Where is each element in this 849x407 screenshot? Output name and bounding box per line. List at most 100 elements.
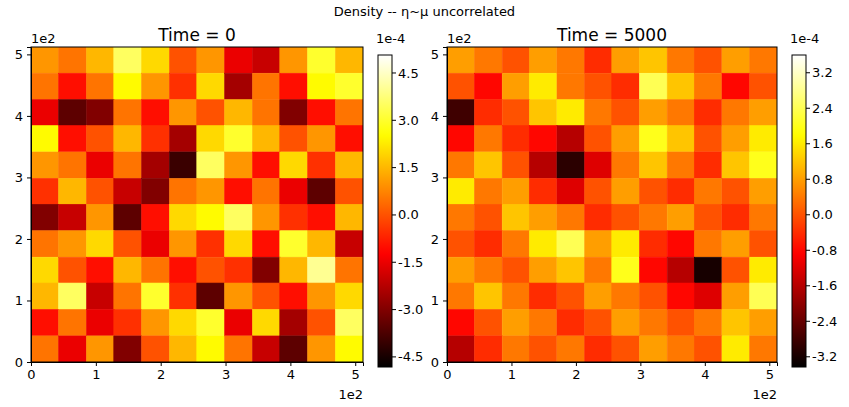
cell xyxy=(612,47,640,73)
cell xyxy=(447,73,474,99)
cell xyxy=(502,126,530,152)
colorbar-tick-label: 0.8 xyxy=(812,172,833,187)
cell xyxy=(87,257,115,283)
cell xyxy=(253,47,281,73)
cell xyxy=(475,126,503,152)
cell xyxy=(197,283,225,309)
cell xyxy=(59,100,87,126)
cell xyxy=(502,100,530,126)
cell xyxy=(308,204,336,230)
cell xyxy=(475,336,503,362)
colorbar-tick-label: 2.4 xyxy=(812,101,833,116)
cell xyxy=(197,100,225,126)
cell xyxy=(502,204,530,230)
cell xyxy=(722,73,750,99)
cell xyxy=(502,283,530,309)
cell xyxy=(557,126,585,152)
x-tick: 1 xyxy=(508,362,516,382)
cell xyxy=(170,336,198,362)
cell xyxy=(253,310,281,336)
cell xyxy=(280,310,308,336)
y-tick: 4 xyxy=(15,109,31,124)
cell xyxy=(336,257,363,283)
colorbar-tick-label: 3.0 xyxy=(398,113,419,128)
cell xyxy=(640,47,668,73)
cell xyxy=(225,73,253,99)
x-tick-label: 3 xyxy=(637,367,645,382)
cell xyxy=(59,73,87,99)
x-tick-mark xyxy=(161,362,162,366)
cell xyxy=(308,126,336,152)
cell xyxy=(694,126,722,152)
colorbar-tick-label: -3.0 xyxy=(398,302,423,317)
cell xyxy=(225,152,253,178)
y-tick-label: 4 xyxy=(15,109,23,124)
cell xyxy=(612,283,640,309)
cell xyxy=(667,283,695,309)
cell xyxy=(336,310,363,336)
y-tick-label: 2 xyxy=(15,232,23,247)
cell xyxy=(750,178,777,204)
y-tick: 0 xyxy=(431,355,447,370)
cell xyxy=(667,257,695,283)
cell xyxy=(750,126,777,152)
cell xyxy=(142,178,170,204)
cell xyxy=(280,47,308,73)
x-tick-label: 0 xyxy=(27,367,35,382)
y-tick-label: 0 xyxy=(431,355,439,370)
cell xyxy=(557,231,585,257)
y-tick-mark xyxy=(27,177,31,178)
cell xyxy=(336,73,363,99)
cell xyxy=(114,47,142,73)
cell xyxy=(114,257,142,283)
cell xyxy=(59,310,87,336)
cell xyxy=(280,152,308,178)
x-tick-mark xyxy=(640,362,641,366)
cell xyxy=(142,100,170,126)
cell xyxy=(87,73,115,99)
x-offset-text: 1e2 xyxy=(338,387,363,402)
cell xyxy=(225,204,253,230)
cell xyxy=(87,283,115,309)
cell xyxy=(502,257,530,283)
colorbar-tick-mark xyxy=(806,72,810,73)
cell xyxy=(640,257,668,283)
x-tick-mark xyxy=(355,362,356,366)
cell xyxy=(447,310,474,336)
cell xyxy=(31,257,58,283)
cell xyxy=(447,100,474,126)
cell xyxy=(142,152,170,178)
cell xyxy=(336,100,363,126)
y-tick-mark xyxy=(443,300,447,301)
cell xyxy=(557,178,585,204)
cell xyxy=(529,336,557,362)
cell xyxy=(225,283,253,309)
cell xyxy=(31,152,58,178)
cell xyxy=(253,126,281,152)
cell xyxy=(447,283,474,309)
cell xyxy=(253,204,281,230)
cell xyxy=(694,283,722,309)
cell xyxy=(308,336,336,362)
cell xyxy=(253,100,281,126)
y-tick-mark xyxy=(443,116,447,117)
colorbar-tick-label: -2.4 xyxy=(812,314,837,329)
cell xyxy=(253,257,281,283)
cell xyxy=(114,283,142,309)
cell xyxy=(585,73,613,99)
colorbar-tick-label: 0.0 xyxy=(398,207,419,222)
cell xyxy=(612,336,640,362)
cell xyxy=(114,152,142,178)
colorbar-tick-label: 0.0 xyxy=(812,207,833,222)
cell xyxy=(197,178,225,204)
cell xyxy=(59,283,87,309)
x-offset-text: 1e2 xyxy=(752,387,777,402)
colorbar-tick-label: -0.8 xyxy=(812,243,837,258)
cell xyxy=(585,152,613,178)
x-tick: 2 xyxy=(157,362,165,382)
cell xyxy=(722,257,750,283)
cell xyxy=(336,47,363,73)
y-tick-mark xyxy=(27,54,31,55)
cell xyxy=(750,204,777,230)
cell xyxy=(114,204,142,230)
